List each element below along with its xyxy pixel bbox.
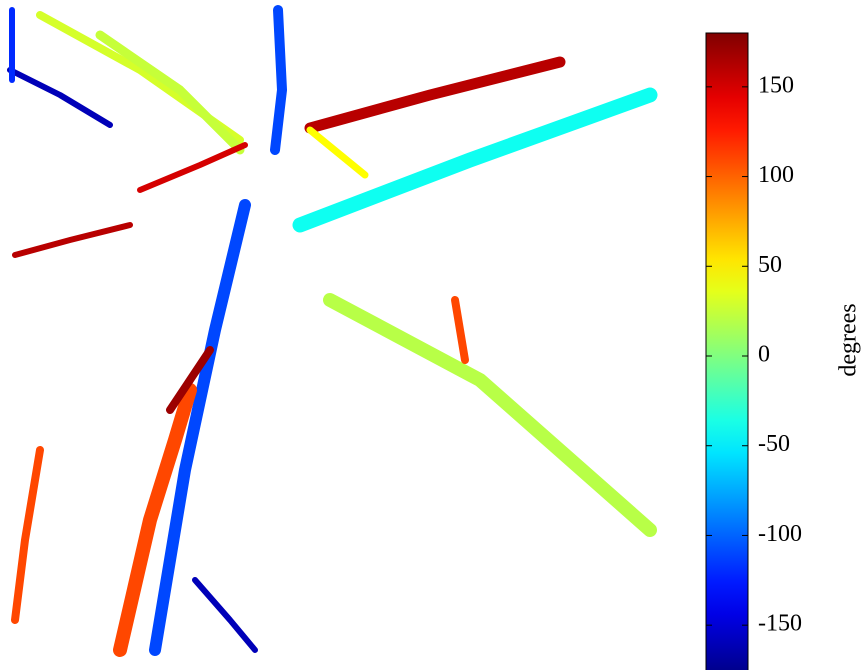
colorbar [706,33,748,670]
streak [195,580,255,650]
tick-label: 50 [758,252,782,278]
chart: degrees -150 -100 -50 0 50 100 150 [0,0,864,670]
streak [455,300,465,360]
tick-label: -150 [758,611,802,637]
streak [15,450,40,620]
streak [310,130,365,175]
streak [140,145,245,190]
tick-label: -50 [758,431,790,457]
streak [275,10,282,150]
colorbar-label: degrees [836,303,862,376]
streak [10,70,110,125]
streak [310,62,560,128]
streak [330,300,650,530]
tick-label: 0 [758,342,770,368]
orientation-image [10,10,650,650]
tick-label: -100 [758,521,802,547]
streak [15,225,130,255]
tick-label: 100 [758,162,794,188]
tick-label: 150 [758,72,794,98]
